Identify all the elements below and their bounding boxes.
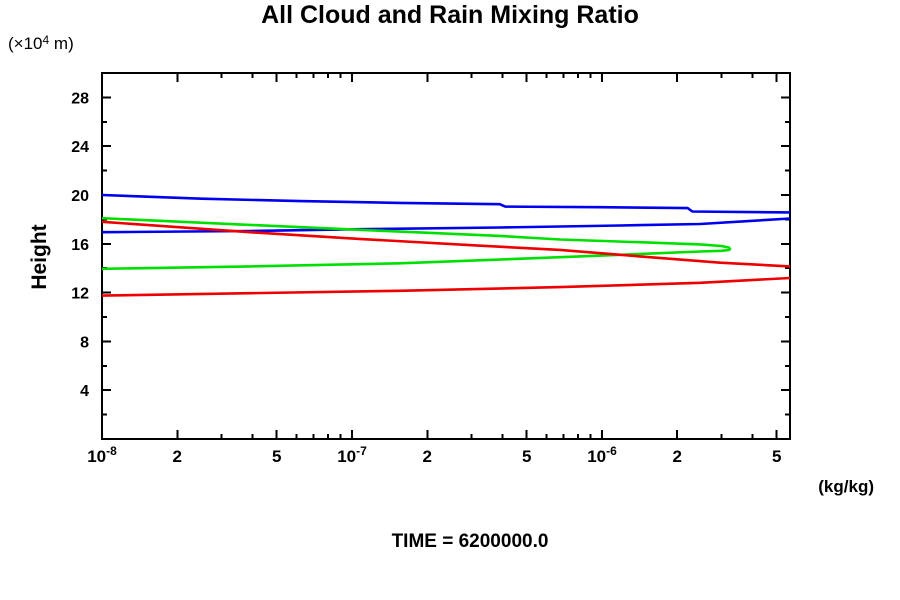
x-tick-label: 5 (772, 447, 781, 466)
page-title: All Cloud and Rain Mixing Ratio (261, 1, 639, 29)
series-red-line (101, 276, 791, 297)
x-tick-label: 2 (173, 447, 182, 466)
y-tick-label: 20 (71, 188, 89, 205)
x-tick-label: 2 (673, 447, 682, 466)
y-axis-units-prefix: (×10 (8, 34, 43, 53)
series-green-line (101, 216, 732, 271)
x-axis-units: (kg/kg) (818, 477, 874, 496)
y-tick-label: 4 (80, 383, 89, 400)
plot-box (101, 72, 791, 440)
time-label: TIME = 6200000.0 (391, 531, 549, 552)
y-tick-label: 16 (71, 237, 89, 254)
y-axis-units-suffix: m) (49, 34, 74, 53)
series-blue-line (101, 193, 791, 214)
x-tick-label: 5 (522, 447, 531, 466)
y-axis-units: (×104 m) (8, 33, 74, 54)
y-axis-units-exponent: 4 (42, 33, 50, 47)
y-tick-label: 8 (80, 334, 89, 351)
y-tick-label: 12 (71, 286, 89, 303)
x-tick-label: 10-6 (587, 444, 617, 466)
x-tick-label: 10-8 (87, 444, 117, 466)
x-tick-label: 5 (272, 447, 281, 466)
series-red-line (101, 220, 791, 268)
y-tick-label: 24 (71, 139, 89, 156)
x-tick-label: 2 (423, 447, 432, 466)
x-tick-label: 10-7 (337, 444, 367, 466)
y-tick-label: 28 (71, 90, 89, 107)
